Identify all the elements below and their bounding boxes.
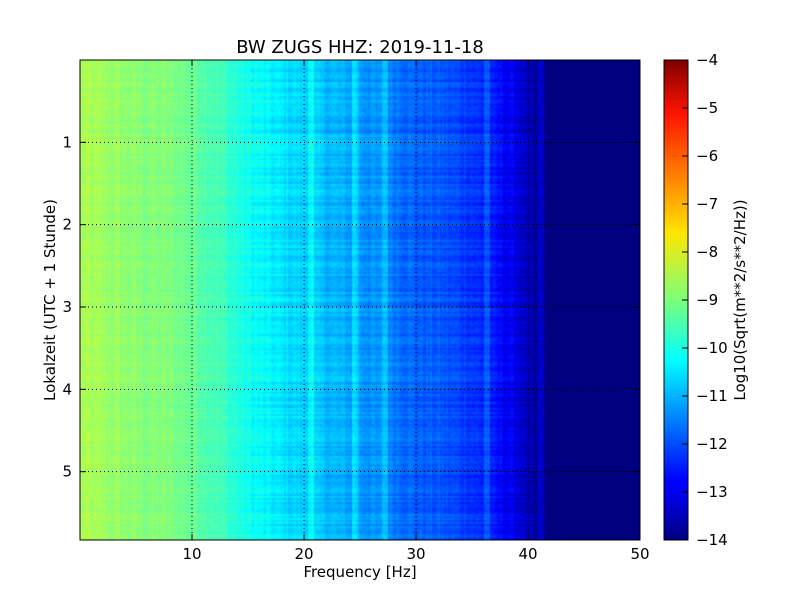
y-tick-label: 4 — [62, 380, 72, 398]
spectrogram-image — [80, 60, 640, 540]
colorbar-tick-label: −7 — [696, 195, 718, 213]
grid-lines — [80, 60, 640, 540]
y-tick-label: 1 — [62, 133, 72, 151]
x-tick-label: 50 — [630, 545, 649, 563]
x-axis-ticks: 10 20 30 40 50 — [182, 60, 650, 563]
colorbar-tick-label: −10 — [696, 339, 728, 357]
colorbar-tick-label: −6 — [696, 147, 718, 165]
colorbar-label: Log10(Sqrt(m**2/s**2/Hz)) — [731, 199, 749, 400]
y-tick-label: 2 — [62, 216, 72, 234]
colorbar-tick-label: −11 — [696, 387, 728, 405]
x-tick-label: 30 — [406, 545, 425, 563]
y-tick-label: 3 — [62, 298, 72, 316]
x-tick-label: 10 — [182, 545, 201, 563]
plot-frame — [79, 59, 641, 541]
colorbar-tick-label: −13 — [696, 483, 728, 501]
colorbar-tick-label: −9 — [696, 291, 718, 309]
x-tick-label: 40 — [518, 545, 537, 563]
x-tick-label: 20 — [294, 545, 313, 563]
colorbar-tick-label: −8 — [696, 243, 718, 261]
colorbar-tick-label: −14 — [696, 531, 728, 549]
colorbar-tick-label: −12 — [696, 435, 728, 453]
chart-title: BW ZUGS HHZ: 2019-11-18 — [236, 37, 484, 58]
y-axis-ticks: 1 2 3 4 5 — [62, 133, 640, 481]
colorbar-tick-label: −4 — [696, 51, 718, 69]
x-axis-label: Frequency [Hz] — [303, 563, 416, 581]
colorbar-tick-label: −5 — [696, 99, 718, 117]
y-tick-label: 5 — [62, 463, 72, 481]
colorbar-ticks: −4 −5 −6 −7 −8 −9 −10 −11 −12 −13 −14 — [682, 51, 728, 549]
y-axis-label: Lokalzeit (UTC + 1 Stunde) — [41, 199, 59, 401]
